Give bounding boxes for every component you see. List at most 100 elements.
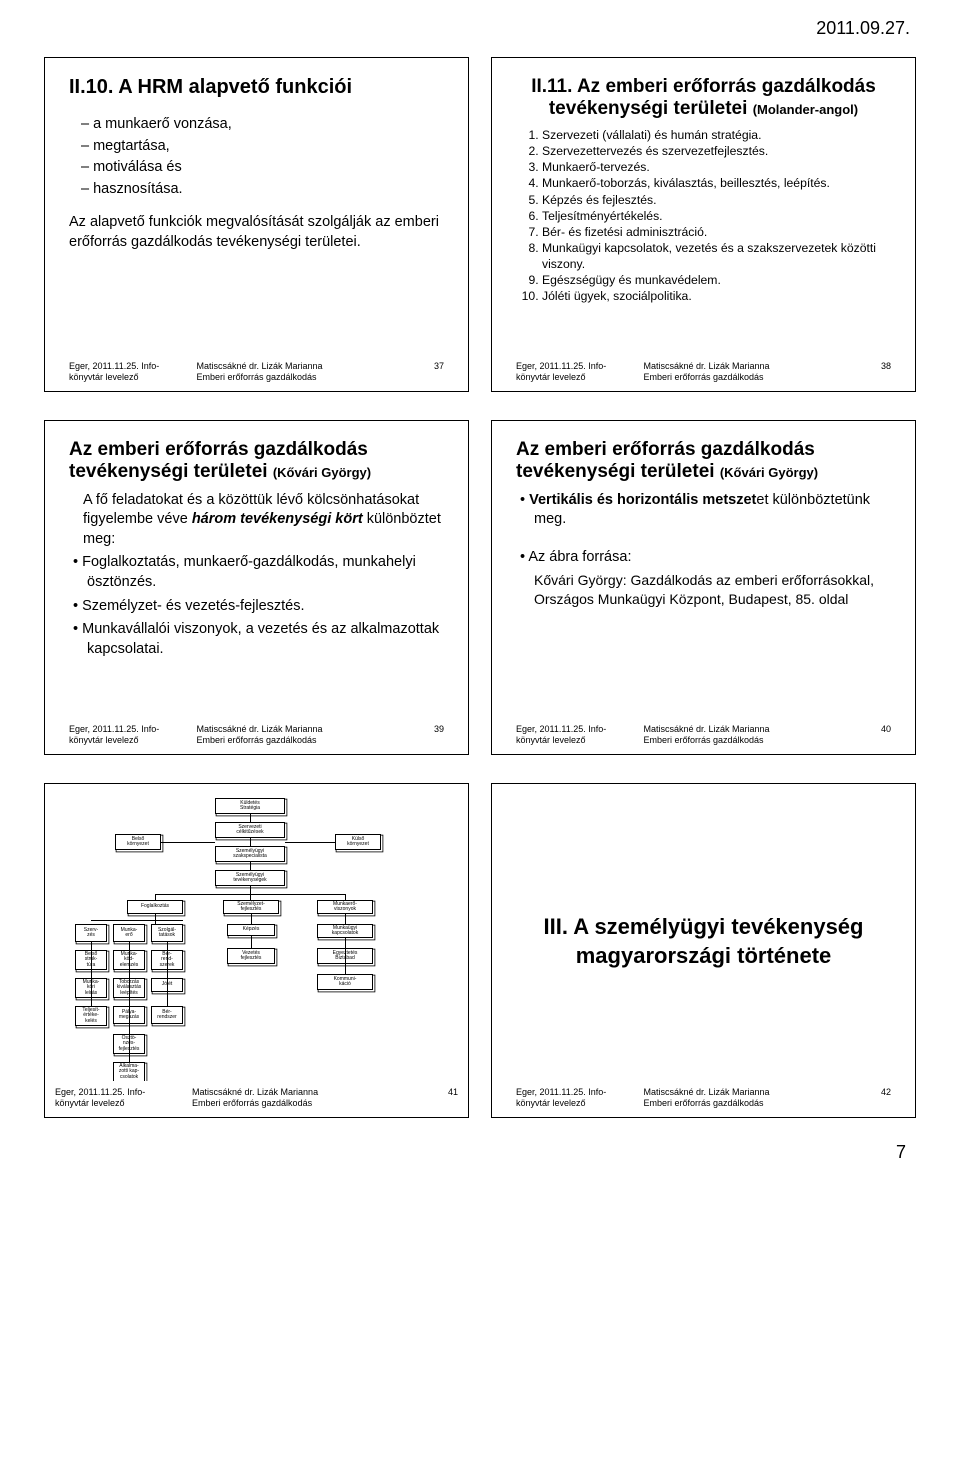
slide-footer: Eger, 2011.11.25. Info-könyvtár levelező… (516, 718, 891, 746)
dbox-r1c: Szolgál-tatások (151, 924, 183, 942)
dbox-goals: Szervezeticélkitűzések (215, 822, 285, 838)
list-item: Bér- és fizetési adminisztráció. (542, 225, 891, 240)
dbox-activities: Személyügyitevékenységek (215, 870, 285, 886)
dbox-r4c: Bér-rendszer (151, 1006, 183, 1024)
slide-body: Vertikális és horizontális metszetet kül… (516, 491, 891, 719)
list-item: Teljesítményértékelés. (542, 209, 891, 224)
dbox-r1b: Munka-erő (113, 924, 145, 942)
page-date: 2011.09.27. (0, 0, 960, 47)
slide-38: II.11. Az emberi erőforrás gazdálkodás t… (491, 57, 916, 392)
footer-left-1: Eger, 2011.11.25. Info- (69, 724, 159, 734)
footer-mid-1: Matiscsákné dr. Lizák Marianna (197, 361, 323, 371)
footer-mid-2: Emberi erőforrás gazdálkodás (192, 1098, 312, 1108)
slide-body: KüldetésStratégia Szervezeticélkitűzések… (55, 796, 458, 1081)
footer-mid-1: Matiscsákné dr. Lizák Marianna (644, 1087, 770, 1097)
paragraph: Az alapvető funkciók megvalósítását szol… (69, 213, 444, 252)
footer-mid-1: Matiscsákné dr. Lizák Marianna (644, 361, 770, 371)
title-sub: (Molander-angol) (753, 102, 858, 117)
slide-39: Az emberi erőforrás gazdálkodás tevékeny… (44, 420, 469, 755)
slide-number: 40 (851, 724, 891, 746)
slide-footer: Eger, 2011.11.25. Info-könyvtár levelező… (516, 1081, 891, 1109)
slide-title: II.11. Az emberi erőforrás gazdálkodás t… (516, 76, 891, 120)
slide-body: A fő feladatokat és a közöttük lévő kölc… (69, 491, 444, 719)
slide-footer: Eger, 2011.11.25. Info-könyvtár levelező… (516, 355, 891, 383)
list-item: Foglalkoztatás, munkaerő-gazdálkodás, mu… (87, 553, 444, 592)
footer-left-2: könyvtár levelező (516, 735, 586, 745)
list-item: Munkaerő-toborzás, kiválasztás, beillesz… (542, 176, 891, 191)
dbox-c1: Foglalkoztás (127, 900, 183, 914)
dbox-mission: KüldetésStratégia (215, 798, 285, 814)
list-item: Munkaügyi kapcsolatok, vezetés és a szak… (542, 241, 891, 272)
page-number: 7 (0, 1118, 960, 1183)
dbox-r6b: Alkalma-zotti kap-csolatok (113, 1062, 145, 1081)
footer-left-1: Eger, 2011.11.25. Info- (516, 361, 606, 371)
title-sub: (Kővári György) (720, 465, 818, 480)
slide-title-center: III. A személyügyi tevékenység magyarors… (526, 913, 881, 970)
source-text: Kővári György: Gazdálkodás az emberi erő… (516, 571, 891, 609)
slide-footer: Eger, 2011.11.25. Info-könyvtár levelező… (69, 355, 444, 383)
slide-footer: Eger, 2011.11.25. Info-könyvtár levelező… (69, 718, 444, 746)
footer-mid-1: Matiscsákné dr. Lizák Marianna (192, 1087, 318, 1097)
intro-b: három tevékenységi kört (192, 511, 363, 527)
footer-mid-2: Emberi erőforrás gazdálkodás (644, 372, 764, 382)
dbox-outer-env: Külsőkörnyezet (335, 834, 381, 850)
slide-body: a munkaerő vonzása, megtartása, motiválá… (69, 107, 444, 355)
list-item: Az ábra forrása: (534, 548, 891, 568)
dbox-r4a: Teljesít-értéke-kelés (75, 1006, 107, 1026)
footer-mid-2: Emberi erőforrás gazdálkodás (197, 735, 317, 745)
list-item: a munkaerő vonzása, (97, 115, 444, 135)
dbox-r3e: Kommuni-káció (317, 974, 373, 990)
slide-number: 41 (418, 1087, 458, 1109)
slide-body: III. A személyügyi tevékenység magyarors… (516, 802, 891, 1081)
list-item: megtartása, (97, 137, 444, 157)
slide-number: 39 (404, 724, 444, 746)
slide-42: III. A személyügyi tevékenység magyarors… (491, 783, 916, 1118)
footer-mid-1: Matiscsákné dr. Lizák Marianna (644, 724, 770, 734)
dbox-r1a: Szerv-zés (75, 924, 107, 942)
list-item: Egészségügy és munkavédelem. (542, 273, 891, 288)
slide-body: Szervezeti (vállalati) és humán stratégi… (516, 128, 891, 356)
dbox-r1e: Munkaügyikapcsolatok (317, 924, 373, 938)
slide-40: Az emberi erőforrás gazdálkodás tevékeny… (491, 420, 916, 755)
title-sub: (Kővári György) (273, 465, 371, 480)
list-item: Szervezeti (vállalati) és humán stratégi… (542, 128, 891, 143)
slide-37: II.10. A HRM alapvető funkciói a munkaer… (44, 57, 469, 392)
footer-left-2: könyvtár levelező (516, 372, 586, 382)
list-item: Munkaerő-tervezés. (542, 160, 891, 175)
slide-41: KüldetésStratégia Szervezeticélkitűzések… (44, 783, 469, 1118)
dbox-c3: Munkaerő-viszonyok (317, 900, 373, 914)
slide-title: II.10. A HRM alapvető funkciói (69, 76, 444, 99)
footer-left-1: Eger, 2011.11.25. Info- (516, 1087, 606, 1097)
list-item: Jóléti ügyek, szociálpolitika. (542, 289, 891, 304)
footer-mid-1: Matiscsákné dr. Lizák Marianna (197, 724, 323, 734)
slide-title: Az emberi erőforrás gazdálkodás tevékeny… (516, 439, 891, 483)
slide-title: Az emberi erőforrás gazdálkodás tevékeny… (69, 439, 444, 483)
footer-left-2: könyvtár levelező (69, 372, 139, 382)
footer-mid-2: Emberi erőforrás gazdálkodás (644, 1098, 764, 1108)
list-item: Vertikális és horizontális metszetet kül… (534, 491, 891, 530)
footer-left-2: könyvtár levelező (55, 1098, 125, 1108)
slide-footer: Eger, 2011.11.25. Info-könyvtár levelező… (55, 1081, 458, 1109)
dbox-r2d: Vezetésfejlesztés (227, 948, 275, 964)
footer-left-2: könyvtár levelező (516, 1098, 586, 1108)
slide-number: 42 (851, 1087, 891, 1109)
list-item: Képzés és fejlesztés. (542, 193, 891, 208)
slide-number: 38 (851, 361, 891, 383)
footer-left-2: könyvtár levelező (69, 735, 139, 745)
footer-mid-2: Emberi erőforrás gazdálkodás (644, 735, 764, 745)
list-item: hasznosítása. (97, 180, 444, 200)
list-item: Személyzet- és vezetés-fejlesztés. (87, 597, 444, 617)
slides-grid: II.10. A HRM alapvető funkciói a munkaer… (0, 47, 960, 1118)
footer-left-1: Eger, 2011.11.25. Info- (55, 1087, 145, 1097)
dbox-r1d: Képzés (227, 924, 275, 936)
dbox-inner-env: Belsőkörnyezet (115, 834, 161, 850)
dbox-c2: Személyzet-fejlesztés (223, 900, 279, 914)
footer-mid-2: Emberi erőforrás gazdálkodás (197, 372, 317, 382)
footer-left-1: Eger, 2011.11.25. Info- (516, 724, 606, 734)
dbox-specialist: Személyügyiszakspecialista (215, 846, 285, 862)
list-item: motiválása és (97, 158, 444, 178)
slide-number: 37 (404, 361, 444, 383)
org-diagram: KüldetésStratégia Szervezeticélkitűzések… (55, 796, 458, 1081)
footer-left-1: Eger, 2011.11.25. Info- (69, 361, 159, 371)
bullet-bold: Vertikális és horizontális metszet (529, 492, 756, 508)
